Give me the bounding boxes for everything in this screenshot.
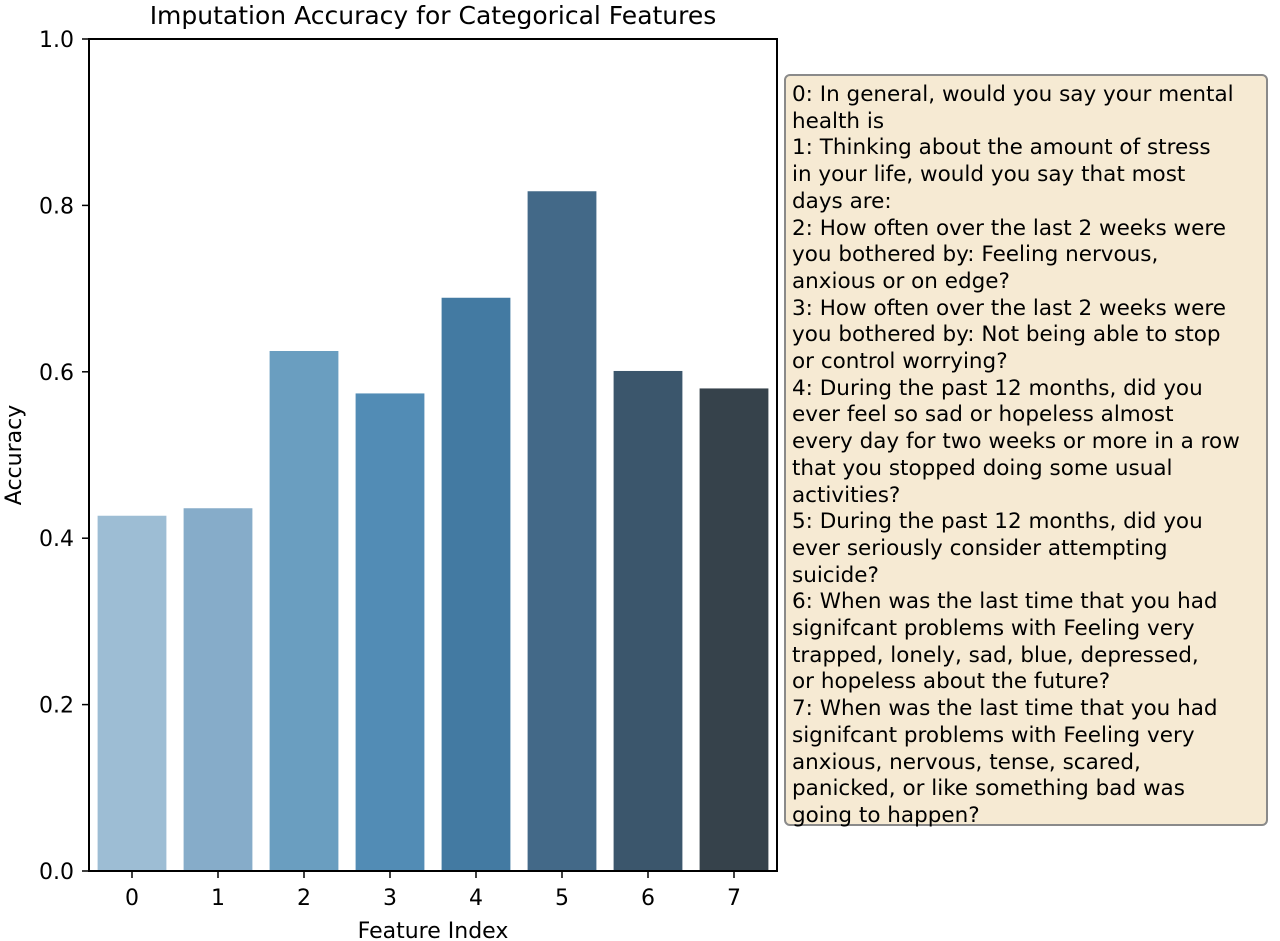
feature-description-line: signifcant problems with Feeling very [792,616,1195,642]
plot-frame [88,38,778,872]
feature-description-line: 2: How often over the last 2 weeks were [792,215,1226,241]
feature-description-line: you bothered by: Feeling nervous, [792,242,1159,268]
y-tick-label: 1.0 [39,28,74,53]
feature-description-line: 6: When was the last time that you had [792,589,1218,615]
feature-description-line: or control worrying? [792,349,1008,375]
x-tick-label: 2 [297,886,311,911]
feature-description-line: going to happen? [792,802,980,828]
feature-description-line: trapped, lonely, sad, blue, depressed, [792,642,1199,668]
x-tick-label: 3 [383,886,397,911]
feature-description-line: signifcant problems with Feeling very [792,722,1195,748]
x-tick-label: 5 [555,886,569,911]
feature-description-line: 0: In general, would you say your mental [792,82,1234,107]
feature-description-line: that you stopped doing some usual [792,455,1173,481]
bar-feature-3 [355,393,425,871]
feature-description-line: or hopeless about the future? [792,669,1111,695]
feature-description-line: every day for two weeks or more in a row [792,429,1240,455]
y-tick-label: 0.4 [39,527,74,552]
feature-description-line: activities? [792,482,901,508]
y-tick-label: 0.8 [39,194,74,219]
feature-description-line: 1: Thinking about the amount of stress [792,135,1211,161]
bar-feature-2 [269,351,339,871]
feature-description-line: anxious, nervous, tense, scared, [792,749,1141,775]
feature-description-line: you bothered by: Not being able to stop [792,322,1221,348]
bar-feature-1 [183,508,253,871]
feature-description-line: 7: When was the last time that you had [792,696,1218,722]
x-tick-label: 4 [469,886,483,911]
x-tick-label: 0 [125,886,139,911]
feature-description-line: health is [792,108,885,134]
feature-description-line: ever feel so sad or hopeless almost [792,402,1174,428]
bar-feature-7 [699,388,769,871]
bar-feature-6 [613,370,683,871]
feature-description-line: panicked, or like something bad was [792,776,1185,802]
feature-description-line: 4: During the past 12 months, did you [792,375,1203,401]
y-tick-label: 0.6 [39,361,74,386]
x-tick-label: 6 [641,886,655,911]
bar-feature-0 [97,515,167,871]
feature-description-line: days are: [792,188,892,214]
y-tick-label: 0.0 [39,860,74,885]
feature-descriptions: 0: In general, would you say your mental… [792,82,1266,830]
feature-description-line: 3: How often over the last 2 weeks were [792,295,1226,321]
bar-feature-4 [441,297,511,871]
feature-description-line: anxious or on edge? [792,268,1010,294]
feature-description-line: ever seriously consider attempting [792,535,1168,561]
x-tick-label: 1 [211,886,225,911]
x-axis-label: Feature Index [358,919,509,941]
y-tick-label: 0.2 [39,694,74,719]
feature-description-line: in your life, would you say that most [792,162,1186,188]
feature-description-line: suicide? [792,562,879,588]
feature-description-line: 5: During the past 12 months, did you [792,509,1203,535]
bar-feature-5 [527,191,597,872]
feature-description-box: 0: In general, would you say your mental… [784,74,1268,828]
x-tick-label: 7 [727,886,741,911]
y-axis-label: Accuracy [2,405,27,505]
chart-title: Imputation Accuracy for Categorical Feat… [150,1,717,30]
